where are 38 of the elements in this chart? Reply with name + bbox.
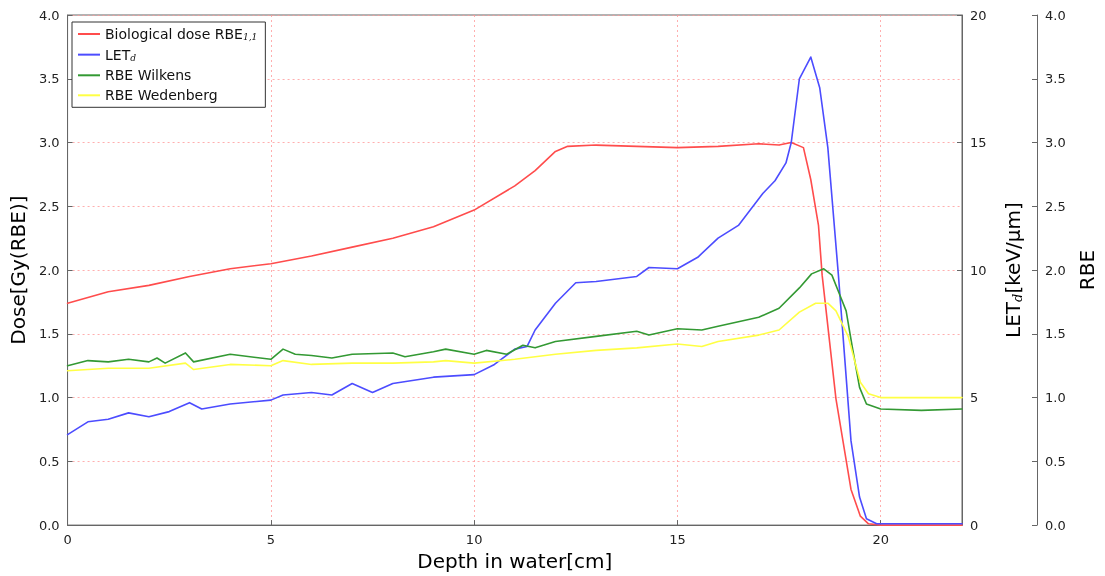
legend-label: RBE Wilkens <box>105 67 192 84</box>
y2-axis-title: LETd[keV/µm] <box>1001 202 1025 338</box>
y3-tick-label: 0.5 <box>1045 453 1066 469</box>
x-tick-label: 15 <box>669 532 686 548</box>
x-axis-title: Depth in water[cm] <box>417 549 613 573</box>
y2-tick-label: 10 <box>970 262 987 278</box>
y-axis-title: Dose[Gy(RBE)] <box>6 195 30 345</box>
y3-tick-label: 1.0 <box>1045 390 1066 406</box>
y-tick-label: 2.5 <box>38 198 60 214</box>
y2-tick-label: 5 <box>970 390 979 406</box>
legend-label: Biological dose RBE1,1 <box>105 26 258 43</box>
y3-tick-label: 0.0 <box>1045 517 1066 533</box>
y-tick-label: 1.0 <box>38 390 60 406</box>
y-tick-label: 3.5 <box>38 71 60 87</box>
line-series <box>66 267 963 412</box>
x-tick-label: 5 <box>266 532 275 548</box>
y-tick-label: 4.0 <box>38 7 60 23</box>
y3-axis-title: RBE <box>1075 249 1099 291</box>
y2-tick-label: 15 <box>970 135 987 151</box>
y2-tick-label: 20 <box>970 7 987 23</box>
y-tick-label: 3.0 <box>38 135 60 151</box>
x-tick-label: 0 <box>63 532 72 548</box>
x-tick-label: 10 <box>465 532 483 548</box>
y-tick-label: 2.0 <box>38 262 60 278</box>
legend-label: LETd <box>105 46 137 63</box>
y3-tick-label: 3.5 <box>1045 71 1066 87</box>
y-tick-label: 0.5 <box>38 453 60 469</box>
y3-tick-label: 2.0 <box>1045 262 1066 278</box>
y-tick-label: 0.0 <box>38 517 60 533</box>
y3-tick-label: 2.5 <box>1045 198 1066 214</box>
legend-label: RBE Wedenberg <box>105 87 218 104</box>
x-tick-label: 20 <box>872 532 889 548</box>
line-series <box>66 302 963 399</box>
y3-tick-label: 4.0 <box>1045 7 1066 23</box>
y3-tick-label: 1.5 <box>1045 326 1066 342</box>
y2-tick-label: 0 <box>970 517 979 533</box>
y3-tick-label: 3.0 <box>1045 135 1066 151</box>
y-tick-label: 1.5 <box>38 326 60 342</box>
